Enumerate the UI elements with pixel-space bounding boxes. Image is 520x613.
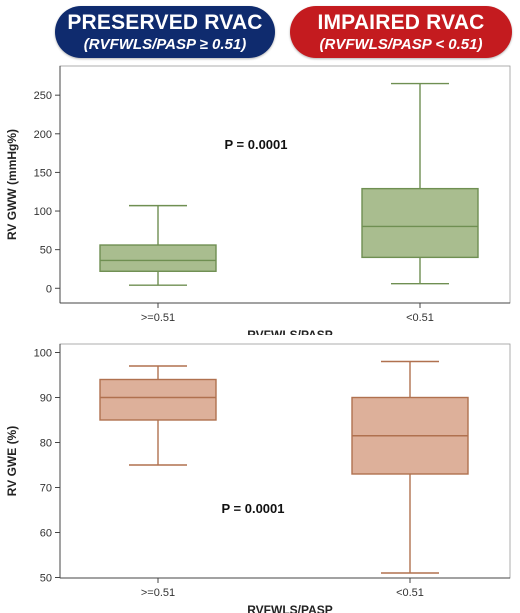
chart-0-y-axis-title: RV GWW (mmHg%) bbox=[5, 129, 19, 240]
chart-0-y-tick-label-1: 50 bbox=[40, 245, 52, 257]
chart-1-y-tick-label-5: 100 bbox=[34, 348, 52, 360]
chart-0-y-tick-label-5: 250 bbox=[34, 90, 52, 102]
chart-1-x-tick-label-1: <0.51 bbox=[396, 587, 424, 599]
impaired-rvac-header: IMPAIRED RVAC (RVFWLS/PASP < 0.51) bbox=[290, 6, 512, 58]
chart-1-x-axis-title: RVFWLS/PASP bbox=[247, 603, 333, 613]
chart-1-p-value: P = 0.0001 bbox=[221, 501, 284, 516]
chart-0-y-tick-label-3: 150 bbox=[34, 167, 52, 179]
impaired-rvac-subtitle: (RVFWLS/PASP < 0.51) bbox=[319, 36, 483, 53]
chart-0-y-tick-label-0: 0 bbox=[46, 283, 52, 295]
chart-0-box-0-iqr bbox=[99, 244, 217, 272]
rv-gww-boxplot: 0 50 100 150 200 250 RV GWW (mmHg%) >=0.51 <0.51… bbox=[5, 65, 511, 335]
preserved-rvac-header: PRESERVED RVAC (RVFWLS/PASP ≥ 0.51) bbox=[55, 6, 275, 58]
chart-1-y-tick-label-4: 90 bbox=[40, 393, 52, 405]
chart-0-x-tick-label-1: <0.51 bbox=[406, 312, 434, 324]
chart-1-box-0-iqr bbox=[99, 378, 217, 421]
chart-1-y-tick-label-0: 50 bbox=[40, 573, 52, 585]
chart-0-p-value: P = 0.0001 bbox=[224, 137, 287, 152]
chart-0-y-tick-label-2: 100 bbox=[34, 206, 52, 218]
rv-gwe-boxplot: 50 60 70 80 90 100 RV GWE (%) >=0.51 <0.51 RVFWLS… bbox=[5, 343, 511, 613]
chart-0-x-axis-title: RVFWLS/PASP bbox=[247, 328, 333, 335]
chart-1-box-1 bbox=[351, 360, 469, 574]
chart-0-box-1-iqr bbox=[361, 187, 479, 259]
chart-1-box-0 bbox=[99, 365, 217, 466]
chart-0-box-1 bbox=[361, 82, 479, 285]
preserved-rvac-subtitle: (RVFWLS/PASP ≥ 0.51) bbox=[83, 36, 247, 53]
impaired-rvac-title: IMPAIRED RVAC bbox=[317, 11, 485, 34]
chart-1-y-tick-label-3: 80 bbox=[40, 438, 52, 450]
chart-1-y-tick-label-2: 70 bbox=[40, 483, 52, 495]
chart-1-x-tick-label-0: >=0.51 bbox=[141, 587, 175, 599]
chart-0-x-tick-label-0: >=0.51 bbox=[141, 312, 175, 324]
chart-1-y-tick-label-1: 60 bbox=[40, 528, 52, 540]
chart-0-y-tick-label-4: 200 bbox=[34, 129, 52, 141]
chart-0-box-0 bbox=[99, 204, 217, 286]
chart-1-y-axis-title: RV GWE (%) bbox=[5, 426, 19, 496]
preserved-rvac-title: PRESERVED RVAC bbox=[67, 11, 263, 34]
